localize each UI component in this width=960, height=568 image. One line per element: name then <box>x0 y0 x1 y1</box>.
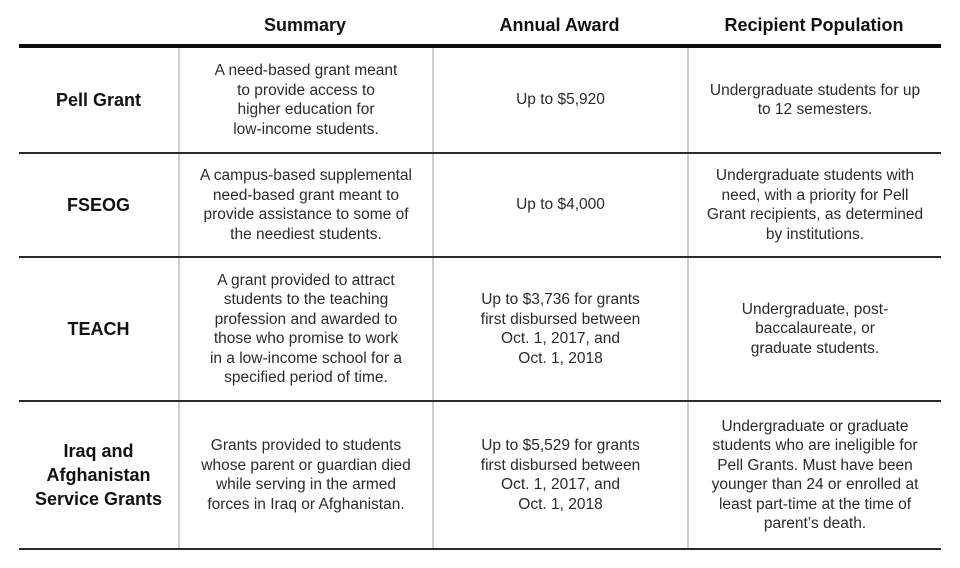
award-cell: Up to $3,736 for grants first disbursed … <box>432 258 687 400</box>
grant-name-cell: Iraq and Afghanistan Service Grants <box>34 441 163 509</box>
award-cell: Up to $4,000 <box>432 154 687 256</box>
table-row: TEACH A grant provided to attract studen… <box>19 258 941 402</box>
population-cell: Undergraduate or graduate students who a… <box>687 402 941 548</box>
award-cell: Up to $5,920 <box>432 48 687 152</box>
summary-cell: A grant provided to attract students to … <box>178 258 432 400</box>
population-cell: Undergraduate students with need, with a… <box>687 154 941 256</box>
population-cell: Undergraduate, post- baccalaureate, or g… <box>687 258 941 400</box>
table-row: Iraq and Afghanistan Service Grants Gran… <box>19 402 941 550</box>
grant-name-cell: FSEOG <box>66 195 130 215</box>
table-row: Pell Grant A need-based grant meant to p… <box>19 48 941 154</box>
grant-name-cell: Pell Grant <box>55 90 142 110</box>
summary-cell: Grants provided to students whose parent… <box>178 402 432 548</box>
header-cell-grant <box>19 0 178 44</box>
grant-name-cell: TEACH <box>67 319 130 339</box>
header-cell-annual-award: Annual Award <box>499 14 620 35</box>
summary-cell: A campus-based supplemental need-based g… <box>178 154 432 256</box>
award-cell: Up to $5,529 for grants first disbursed … <box>432 402 687 548</box>
summary-cell: A need-based grant meant to provide acce… <box>178 48 432 152</box>
grants-comparison-table: Summary Annual Award Recipient Populatio… <box>19 0 941 550</box>
table-row: FSEOG A campus-based supplemental need-b… <box>19 154 941 258</box>
header-cell-recipient-population: Recipient Population <box>724 14 904 35</box>
header-cell-summary: Summary <box>263 14 347 35</box>
population-cell: Undergraduate students for up to 12 seme… <box>687 48 941 152</box>
table-header-row: Summary Annual Award Recipient Populatio… <box>19 0 941 48</box>
